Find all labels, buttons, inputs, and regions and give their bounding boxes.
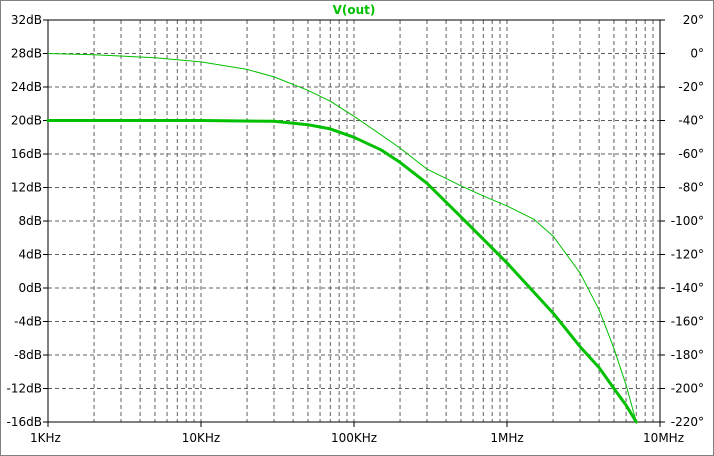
y-right-tick-label: 0° (690, 47, 704, 61)
series-magnitude-line (46, 119, 638, 424)
y-right-tick-label: -100° (671, 214, 704, 228)
series-phase-line (47, 53, 637, 423)
y-left-tick-label: 28dB (11, 47, 42, 61)
chart-title: V(out) (333, 3, 376, 17)
y-left-tick-label: 20dB (11, 114, 42, 128)
y-right-tick-label: -140° (671, 281, 704, 295)
y-right-tick-label: -200° (671, 382, 704, 396)
plot-frame (43, 19, 665, 427)
y-right-tick-label: -220° (671, 415, 704, 429)
x-tick-label: 10KHz (182, 431, 220, 445)
series-layer (46, 53, 638, 424)
y-left-tick-label: 4dB (19, 248, 42, 262)
y-right-tick-labels: 20° 0° -20° -40° -60° -80° -100° -120° -140° -160… (671, 13, 704, 429)
x-tick-label: 1KHz (30, 431, 61, 445)
x-tick-label: 1MHz (490, 431, 523, 445)
y-left-tick-label: 16dB (11, 147, 42, 161)
y-left-tick-label: -8dB (14, 348, 42, 362)
y-right-tick-label: -160° (671, 315, 704, 329)
y-right-tick-label: -20° (678, 80, 704, 94)
grid (48, 20, 660, 422)
y-right-tick-label: -60° (678, 147, 704, 161)
y-right-tick-label: -180° (671, 348, 704, 362)
y-left-tick-label: -4dB (14, 315, 42, 329)
y-left-tick-label: 32dB (11, 13, 42, 27)
y-right-tick-label: -80° (678, 181, 704, 195)
y-right-tick-label: -40° (678, 114, 704, 128)
x-tick-labels: 1KHz 10KHz 100KHz 1MHz 10MHz (30, 431, 684, 445)
y-left-tick-label: 8dB (19, 214, 42, 228)
x-tick-label: 100KHz (331, 431, 377, 445)
x-tick-label: 10MHz (643, 431, 684, 445)
y-left-tick-label: 24dB (11, 80, 42, 94)
y-left-tick-label: 0dB (19, 281, 42, 295)
y-right-tick-label: -120° (671, 248, 704, 262)
y-left-tick-label: 12dB (11, 181, 42, 195)
y-left-tick-label: -12dB (7, 382, 42, 396)
y-left-tick-label: -16dB (7, 415, 42, 429)
y-right-tick-label: 20° (683, 13, 704, 27)
y-left-tick-labels: 32dB 28dB 24dB 20dB 16dB 12dB 8dB 4dB 0dB -4dB -8d… (7, 13, 42, 429)
